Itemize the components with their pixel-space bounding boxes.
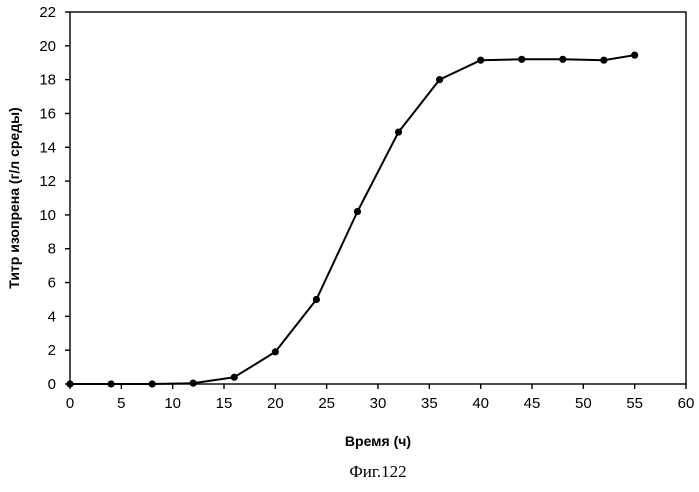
x-axis-title: Время (ч): [345, 433, 411, 449]
x-tick-label: 35: [421, 395, 438, 412]
x-tick-label: 55: [626, 395, 643, 412]
y-tick-label: 4: [48, 308, 56, 325]
y-tick-label: 0: [48, 376, 56, 393]
data-point: [477, 57, 484, 64]
data-point: [107, 380, 114, 387]
data-point: [559, 56, 566, 63]
y-tick-label: 22: [39, 4, 56, 21]
y-tick-label: 2: [48, 342, 56, 359]
y-tick-label: 10: [39, 207, 56, 224]
data-point: [231, 374, 238, 381]
x-tick-label: 5: [117, 395, 125, 412]
y-tick-label: 12: [39, 173, 56, 190]
y-tick-label: 6: [48, 275, 56, 292]
y-tick-label: 18: [39, 72, 56, 89]
data-point: [395, 128, 402, 135]
data-point: [354, 208, 361, 215]
x-tick-label: 60: [678, 395, 695, 412]
data-point: [272, 348, 279, 355]
data-point: [436, 76, 443, 83]
x-tick-label: 30: [370, 395, 387, 412]
y-axis-title: Титр изопрена (г/л среды): [6, 107, 22, 288]
data-point: [66, 380, 73, 387]
y-tick-label: 16: [39, 105, 56, 122]
data-point: [313, 296, 320, 303]
series-line: [70, 55, 635, 384]
data-point: [631, 52, 638, 59]
y-tick-label: 8: [48, 241, 56, 258]
x-tick-label: 0: [66, 395, 74, 412]
plot-area: 0 2 4 6 8 10 12 14 16 18 20 22 0 5 10 15 20 25 30 35 40 45 50 5…: [39, 4, 694, 412]
y-tick-label: 14: [39, 139, 56, 156]
x-tick-label: 45: [524, 395, 541, 412]
data-point: [518, 56, 525, 63]
y-tick-label: 20: [39, 38, 56, 55]
x-tick-label: 10: [164, 395, 181, 412]
data-point: [190, 380, 197, 387]
x-tick-label: 50: [575, 395, 592, 412]
x-tick-label: 40: [472, 395, 489, 412]
data-point: [149, 380, 156, 387]
plot-frame: [70, 12, 686, 384]
figure-caption: Фиг.122: [349, 462, 406, 481]
x-tick-label: 20: [267, 395, 284, 412]
x-tick-label: 15: [216, 395, 233, 412]
data-point: [600, 57, 607, 64]
x-tick-label: 25: [318, 395, 335, 412]
